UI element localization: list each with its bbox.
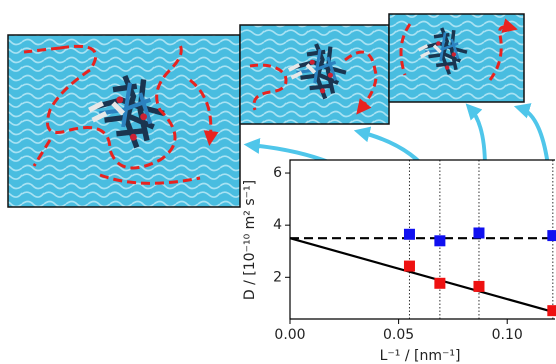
x-tick-label: 0.10 [492, 327, 523, 343]
panel-small [388, 13, 525, 103]
panel-medium [239, 24, 390, 125]
y-tick-label: 4 [273, 217, 282, 233]
fit-line [289, 237, 556, 314]
panel-large [7, 34, 241, 208]
data-point [434, 277, 446, 289]
data-point [403, 228, 415, 240]
y-tick-label: 6 [273, 165, 282, 181]
data-point [403, 260, 415, 272]
data-point [547, 230, 556, 242]
plot-background [290, 160, 555, 319]
x-tick-label: 0.05 [383, 327, 414, 343]
y-axis-label: D / [10⁻¹⁰ m² s⁻¹] [242, 180, 258, 300]
x-tick-label: 0.00 [274, 327, 305, 343]
data-point [547, 305, 556, 317]
y-tick-label: 2 [273, 269, 282, 285]
axes-frame [289, 159, 555, 320]
data-point [434, 235, 446, 247]
data-point [473, 227, 485, 239]
data-point [473, 280, 485, 292]
x-axis-label: L⁻¹ / [nm⁻¹] [380, 348, 461, 364]
